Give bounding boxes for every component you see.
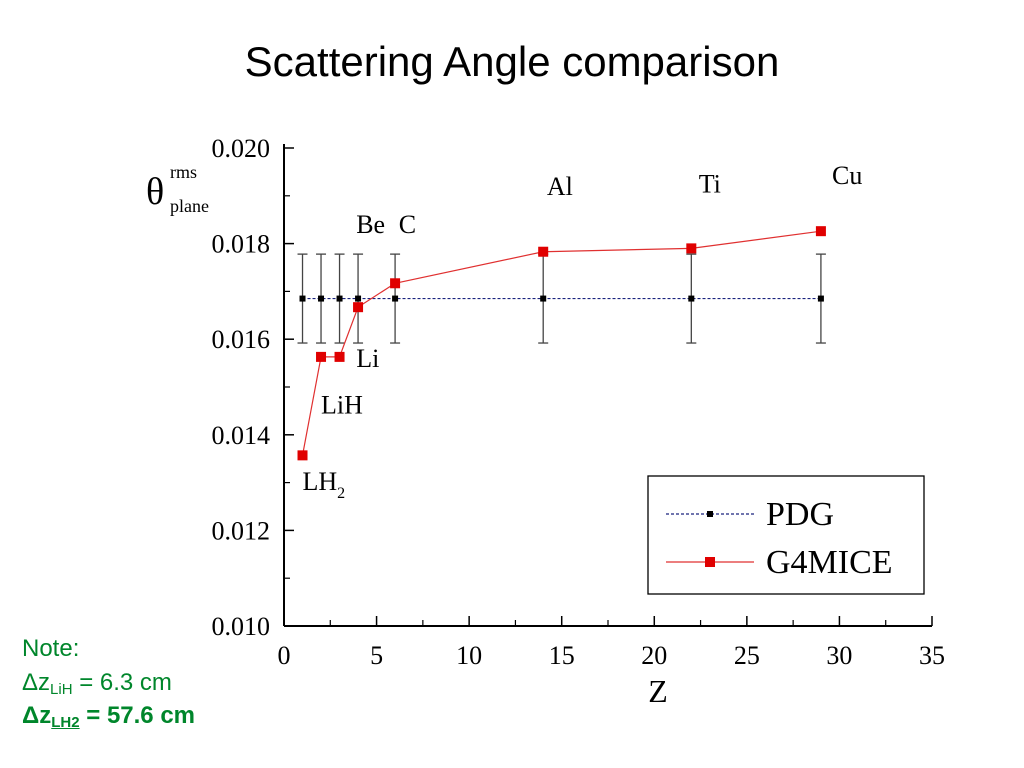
legend-marker-g4mice (705, 557, 715, 567)
legend-label-pdg: PDG (766, 496, 834, 533)
note-lh2-thickness: ΔzLH2 = 57.6 cm (22, 699, 195, 733)
annotation-text: LH (303, 467, 338, 496)
data-point-pdg (336, 295, 343, 302)
annotation-label: LiH (321, 390, 363, 419)
annotation-text: LiH (321, 390, 363, 419)
annotation-subscript: 2 (337, 485, 345, 502)
x-tick-label: 20 (641, 641, 667, 670)
y-tick-label: 0.012 (212, 516, 271, 545)
note-lih-symbol: Δz (22, 668, 51, 696)
annotation-label: C (399, 210, 416, 239)
data-point-pdg (817, 295, 824, 302)
data-point-g4mice (686, 243, 697, 254)
x-tick-label: 25 (734, 641, 760, 670)
axes: 0.010 0.012 0.014 0.016 0.018 0.020 0 5 10 15 20 25… (146, 134, 945, 709)
data-point-pdg (392, 295, 399, 302)
note-heading: Note: (22, 635, 80, 662)
y-tick-label: 0.016 (212, 325, 271, 354)
y-tick-label: 0.018 (212, 230, 271, 259)
annotation-label: Li (356, 344, 379, 373)
series-line-g4mice (301, 230, 821, 456)
annotation-label: LH2 (303, 467, 346, 502)
annotation-text: Cu (832, 161, 862, 190)
note-lih-value: = 6.3 cm (72, 668, 172, 696)
annotation-text: Ti (699, 169, 721, 198)
x-tick-label: 15 (549, 641, 575, 670)
note-lh2-symbol: Δz (22, 702, 52, 730)
series-markers (297, 226, 826, 461)
y-tick-label: 0.020 (212, 134, 271, 163)
annotation-label: Cu (832, 161, 862, 190)
x-tick-label: 30 (826, 641, 852, 670)
x-tick-label: 0 (278, 641, 291, 670)
note-lh2-sub: LH2 (51, 714, 80, 732)
legend-box (647, 475, 925, 595)
legend-label-g4mice: G4MICE (766, 544, 893, 581)
note-lih-sub: LiH (50, 680, 73, 698)
annotation-label: Ti (699, 169, 721, 198)
data-point-g4mice (297, 450, 308, 461)
data-point-pdg (688, 295, 695, 302)
y-axis-label-sub: plane (170, 196, 209, 216)
series-lines (301, 230, 821, 456)
annotation-label: Be (356, 210, 385, 239)
x-tick-label: 10 (456, 641, 482, 670)
note-lh2-value: = 57.6 cm (79, 702, 196, 730)
data-point-pdg (540, 295, 547, 302)
data-point-g4mice (815, 226, 826, 237)
annotation-text: Li (356, 344, 379, 373)
annotation-text: Al (547, 172, 573, 201)
note-lih-thickness: ΔzLiH = 6.3 cm (22, 666, 195, 700)
data-point-g4mice (334, 351, 345, 362)
annotation-label: Al (547, 172, 573, 201)
legend-marker-pdg (707, 511, 713, 517)
pdg-error-bars (297, 253, 826, 344)
data-point-pdg (355, 295, 362, 302)
annotation-text: Be (356, 210, 385, 239)
y-tick-label: 0.010 (212, 612, 271, 641)
data-point-g4mice (390, 278, 401, 289)
x-tick-label: 35 (919, 641, 945, 670)
data-point-pdg (318, 295, 325, 302)
data-point-pdg (299, 295, 306, 302)
y-tick-label: 0.014 (212, 421, 271, 450)
y-axis-label-sup: rms (170, 162, 197, 182)
x-tick-label: 5 (370, 641, 383, 670)
data-point-g4mice (538, 246, 549, 257)
x-axis-label: Z (648, 673, 668, 709)
y-axis-label-base: θ (146, 171, 164, 213)
data-point-g4mice (316, 351, 327, 362)
slide-title: Scattering Angle comparison (244, 38, 780, 85)
data-point-g4mice (353, 302, 364, 313)
element-annotations: LH2 LiH Li Be C Al Ti Cu (303, 161, 863, 502)
legend: PDG G4MICE (647, 475, 925, 595)
annotation-text: C (399, 210, 416, 239)
note-box: Note: ΔzLiH = 6.3 cm ΔzLH2 = 57.6 cm (22, 632, 195, 733)
